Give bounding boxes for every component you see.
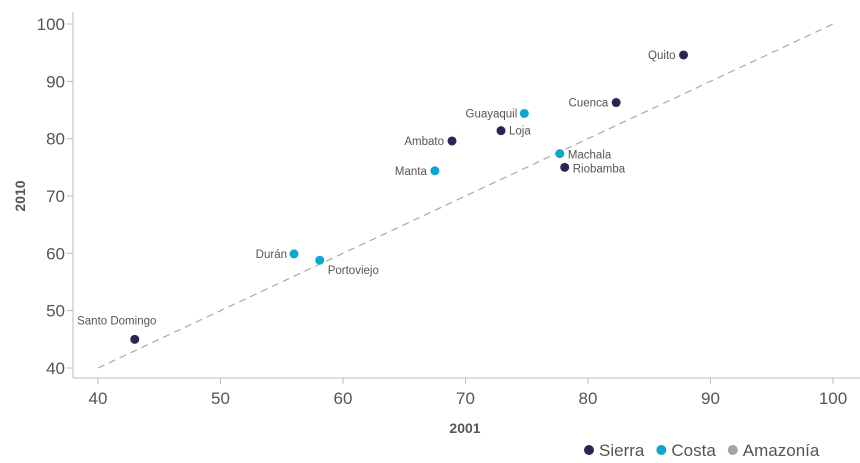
y-tick-label: 80 — [46, 130, 65, 149]
legend-marker — [656, 445, 667, 455]
legend-marker — [584, 445, 594, 455]
point-label: Manta — [395, 166, 428, 178]
legend-label: Sierra — [599, 441, 645, 460]
y-tick-label: 50 — [46, 302, 65, 321]
x-tick-label: 40 — [89, 389, 108, 408]
legend-label: Amazonía — [743, 441, 820, 460]
data-point — [496, 126, 506, 136]
point-label: Riobamba — [573, 163, 626, 175]
point-label: Portoviejo — [328, 265, 379, 277]
point-label: Cuenca — [569, 98, 609, 110]
x-tick-label: 100 — [819, 389, 847, 408]
data-points: Quito Cuenca Loja Ambato Riobamba Santo Domin… — [77, 50, 689, 344]
y-axis-title: 2010 — [12, 180, 28, 211]
y-axis-ticks: 40 50 60 70 80 90 100 — [37, 15, 73, 378]
data-point — [611, 98, 621, 108]
x-tick-label: 80 — [579, 389, 598, 408]
x-axis-ticks: 40 50 60 70 80 90 100 — [89, 378, 847, 408]
point-label: Machala — [568, 150, 612, 162]
legend-marker — [727, 445, 738, 455]
point-label: Santo Domingo — [77, 315, 156, 327]
y-tick-label: 90 — [46, 72, 65, 91]
data-point — [555, 149, 565, 159]
y-tick-label: 60 — [46, 244, 65, 263]
data-point — [679, 50, 689, 60]
x-tick-label: 60 — [334, 389, 353, 408]
point-label: Guayaquil — [466, 108, 518, 120]
y-tick-label: 100 — [37, 15, 65, 34]
data-point — [519, 108, 529, 118]
legend: Sierra Costa Amazonía — [584, 441, 820, 460]
x-tick-label: 70 — [456, 389, 475, 408]
data-point — [430, 166, 440, 176]
legend-label: Costa — [671, 441, 716, 460]
data-point — [130, 334, 140, 344]
reference-diagonal-line — [97, 23, 834, 369]
point-label: Durán — [256, 249, 287, 261]
x-axis-title: 2001 — [449, 420, 480, 436]
data-point — [447, 136, 457, 146]
point-label: Ambato — [404, 136, 444, 148]
axes — [72, 12, 860, 379]
point-label: Quito — [648, 50, 676, 62]
point-label: Loja — [509, 126, 531, 138]
y-tick-label: 40 — [46, 359, 65, 378]
data-point — [289, 249, 299, 259]
data-point — [560, 162, 570, 172]
x-tick-label: 50 — [211, 389, 230, 408]
data-point — [315, 255, 325, 265]
x-tick-label: 90 — [701, 389, 720, 408]
y-tick-label: 70 — [46, 187, 65, 206]
